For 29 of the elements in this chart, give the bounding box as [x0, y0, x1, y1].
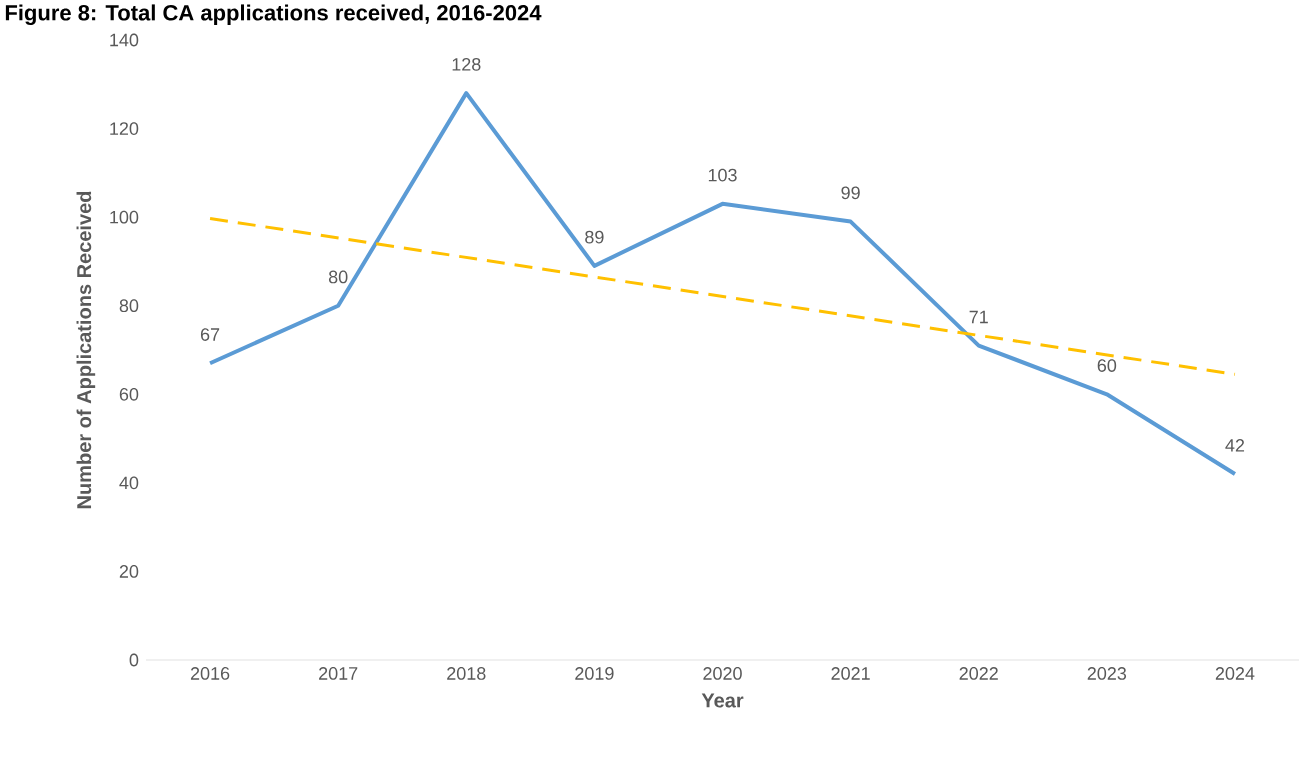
y-axis-title: Number of Applications Received	[76, 191, 96, 509]
x-tick-label: 2020	[703, 667, 742, 680]
data-label: 60	[1097, 359, 1117, 372]
y-tick-label: 100	[110, 210, 139, 224]
x-tick-label: 2017	[319, 667, 358, 680]
chart-title: Figure 8: Total CA applications received, 2016-2024	[5, 4, 542, 26]
y-tick-label: 80	[119, 299, 139, 313]
x-tick-label: 2018	[447, 667, 486, 680]
data-label: 67	[200, 328, 220, 341]
y-tick-label: 60	[119, 387, 139, 401]
x-axis-title: Year	[701, 693, 744, 708]
y-tick-label: 40	[119, 476, 139, 490]
y-tick-label: 140	[110, 33, 139, 47]
x-tick-label: 2024	[1215, 667, 1255, 680]
x-tick-label: 2016	[190, 667, 230, 680]
x-tick-label: 2019	[575, 667, 614, 680]
y-tick-label: 120	[110, 122, 139, 135]
y-tick-label: 20	[119, 565, 139, 578]
data-label: 103	[708, 168, 737, 182]
x-tick-label: 2022	[959, 667, 998, 680]
data-label: 128	[452, 57, 481, 71]
data-label: 99	[841, 186, 860, 200]
data-label: 89	[585, 230, 604, 244]
data-label: 71	[969, 310, 988, 324]
x-tick-label: 2021	[831, 667, 870, 680]
data-label: 80	[328, 270, 348, 284]
data-label: 42	[1225, 439, 1245, 452]
x-tick-label: 2023	[1087, 667, 1127, 680]
y-tick-label: 0	[129, 653, 139, 667]
